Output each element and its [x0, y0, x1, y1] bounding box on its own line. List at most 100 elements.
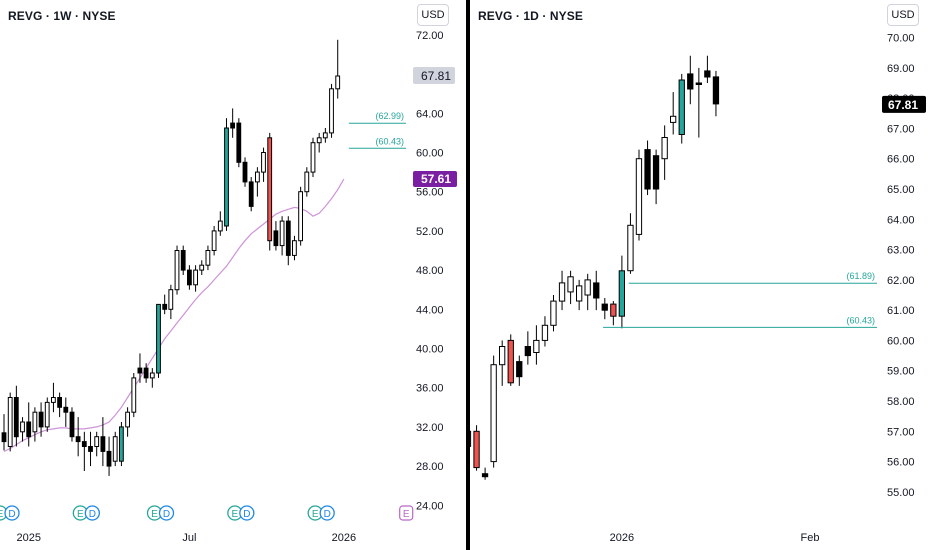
earnings-dividend-badge: ED [0, 505, 20, 521]
candle-body [661, 137, 668, 160]
candle-body [211, 230, 217, 251]
candle-body [193, 269, 198, 286]
weekly-chart[interactable]: 72.0068.0064.0060.0056.0052.0048.0044.00… [0, 0, 466, 550]
y-axis-tick-label: 70.00 [887, 33, 915, 45]
dividend-letter: D [89, 509, 96, 520]
y-axis-tick-label: 56.00 [887, 457, 915, 469]
x-axis-tick-label: 2026 [332, 532, 356, 544]
earnings-letter: E [403, 509, 410, 520]
currency-button[interactable]: USD [417, 4, 449, 26]
dividend-badge [319, 505, 335, 521]
earnings-letter: E [312, 509, 319, 520]
y-axis-tick-label: 62.00 [887, 275, 915, 287]
candle-body [13, 397, 19, 438]
x-axis-tick-label: Jul [182, 532, 196, 544]
level-label: (61.89) [846, 271, 875, 281]
candle-body [63, 406, 69, 413]
candle-body [230, 122, 235, 129]
candle-body [695, 82, 702, 85]
last-price-marker [413, 66, 455, 84]
daily-chart-pane[interactable]: 70.0069.0068.0067.0066.0065.0064.0063.00… [470, 0, 932, 550]
candle-body [57, 397, 63, 408]
daily-chart[interactable]: 70.0069.0068.0067.0066.0065.0064.0063.00… [470, 0, 932, 550]
dividend-letter: D [243, 509, 250, 520]
y-axis-tick-label: 36.00 [416, 383, 444, 395]
y-axis-tick-label: 52.00 [416, 226, 444, 238]
pane-divider[interactable] [466, 0, 470, 550]
currency-button[interactable]: USD [887, 4, 919, 26]
candle-body [137, 367, 143, 374]
candle-body [712, 76, 720, 105]
candle-body [304, 171, 310, 193]
candle-body [32, 411, 38, 433]
candle-body [533, 339, 540, 353]
candle-body [635, 158, 643, 235]
candle-body [516, 361, 523, 378]
candle-body [156, 303, 161, 374]
candle-body [81, 441, 87, 448]
candle-body [38, 411, 44, 428]
candle-body [26, 421, 32, 438]
candle-body [273, 230, 279, 247]
candle-body [550, 300, 557, 326]
candle-body [168, 289, 174, 310]
y-axis-tick-label: 60.00 [887, 335, 915, 347]
candle-body [584, 279, 591, 296]
candle-body [610, 303, 617, 317]
candle-body [94, 436, 100, 448]
daily-chart-title: REVG · 1D · NYSE [478, 9, 583, 23]
candle-body [567, 276, 574, 293]
candle-body [162, 303, 168, 310]
y-axis-tick-label: 58.00 [887, 396, 915, 408]
candle-body [131, 377, 137, 413]
candle-body [125, 411, 130, 428]
last-price-value: 67.81 [888, 98, 918, 112]
candle-body [88, 446, 93, 452]
candle-body [1, 432, 7, 443]
candle-body [618, 270, 625, 317]
candle-body [217, 220, 223, 232]
y-axis-tick-label: 72.00 [416, 30, 444, 42]
candle-body [678, 79, 685, 135]
candle-body [329, 88, 334, 134]
level-label: (62.99) [375, 111, 404, 121]
candle-body [704, 70, 711, 78]
y-axis-tick-label: 57.00 [887, 426, 915, 438]
dividend-letter: D [324, 509, 331, 520]
earnings-letter: E [0, 509, 4, 520]
candle-body [248, 181, 254, 207]
candle-body [335, 75, 341, 90]
candle-body [652, 155, 660, 190]
y-axis-tick-label: 40.00 [416, 344, 444, 356]
candle-body [593, 282, 600, 299]
candle-body [20, 421, 25, 433]
candle-body [224, 127, 229, 227]
candle-body [261, 152, 266, 173]
y-axis-tick-label: 63.00 [887, 245, 915, 257]
candle-body [644, 149, 651, 190]
dividend-letter: D [8, 509, 15, 520]
y-axis-tick-label: 55.00 [887, 487, 915, 499]
candle-body [75, 436, 81, 443]
y-axis-tick-label: 44.00 [416, 304, 444, 316]
candle-body [236, 122, 242, 163]
candle-body [267, 137, 273, 242]
y-axis-tick-label: 59.00 [887, 366, 915, 378]
y-axis-tick-label: 28.00 [416, 461, 444, 473]
candle-body [106, 450, 112, 467]
candle-body [298, 191, 304, 242]
earnings-letter: E [151, 509, 158, 520]
weekly-chart-pane[interactable]: 72.0068.0064.0060.0056.0052.0048.0044.00… [0, 0, 466, 550]
dividend-badge [4, 505, 20, 521]
x-axis-tick-label: 2026 [610, 532, 634, 544]
candle-body [255, 171, 260, 183]
candle-body [490, 364, 497, 463]
level-label: (60.43) [375, 136, 404, 146]
candle-body [687, 73, 694, 90]
dividend-badge [84, 505, 100, 521]
y-axis-tick-label: 24.00 [416, 500, 444, 512]
dividend-letter: D [163, 509, 170, 520]
